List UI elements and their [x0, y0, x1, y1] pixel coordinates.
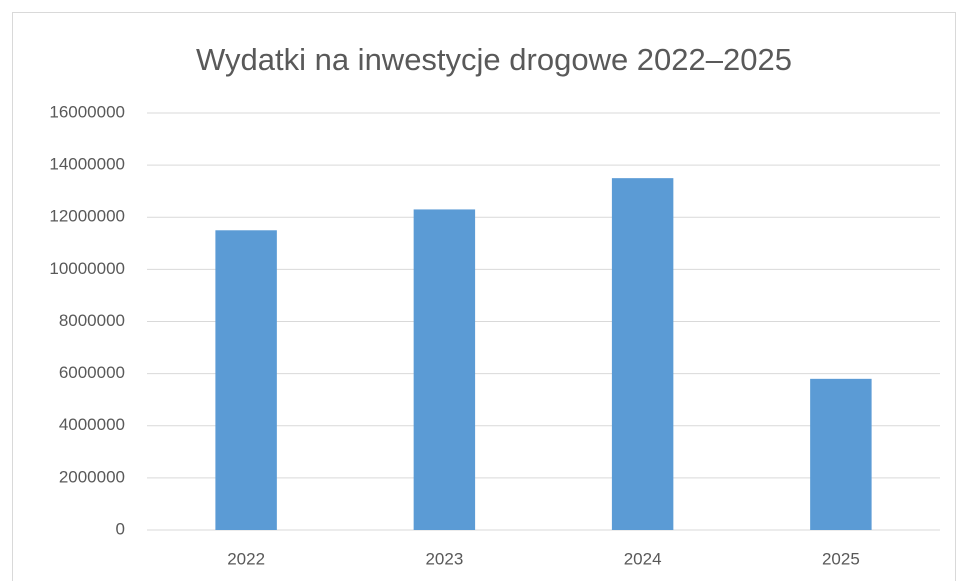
y-tick-label: 10000000	[49, 259, 125, 278]
bar	[810, 378, 872, 530]
bar	[413, 209, 476, 530]
y-tick-label: 6000000	[59, 363, 125, 382]
x-tick-label: 2022	[227, 549, 265, 568]
x-tick-label: 2025	[822, 549, 860, 568]
x-tick-label: 2023	[425, 549, 463, 568]
x-tick-label: 2024	[624, 549, 662, 568]
chart-title: Wydatki na inwestycje drogowe 2022–2025	[196, 42, 792, 77]
y-tick-label: 14000000	[49, 155, 125, 174]
y-tick-label: 12000000	[49, 207, 125, 226]
y-tick-label: 4000000	[59, 415, 125, 434]
y-tick-label: 2000000	[59, 467, 125, 486]
y-tick-label: 8000000	[59, 311, 125, 330]
bar	[611, 178, 674, 530]
y-tick-label: 0	[116, 519, 125, 538]
bar	[215, 230, 277, 530]
y-tick-label: 16000000	[49, 102, 125, 121]
chart-border	[12, 12, 956, 581]
